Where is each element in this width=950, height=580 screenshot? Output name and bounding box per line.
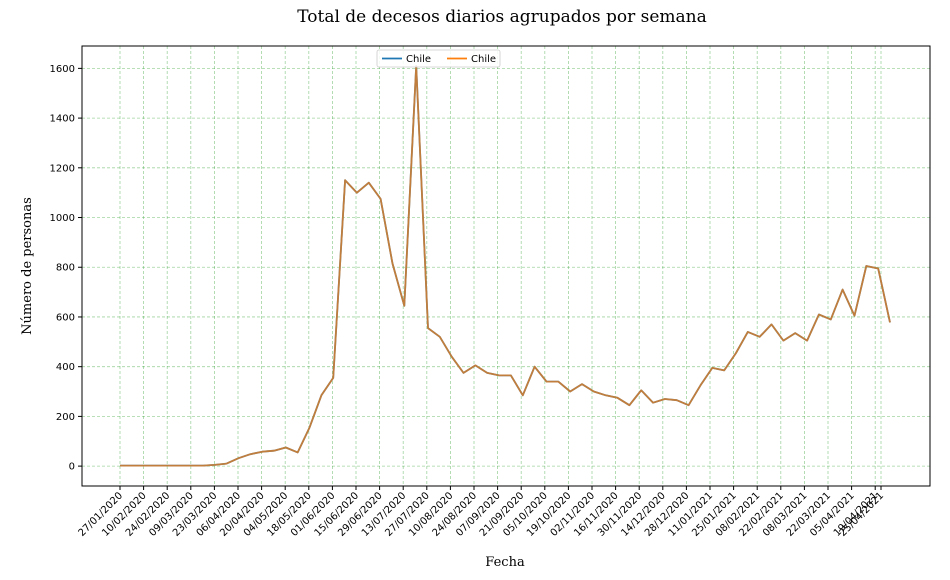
legend-label-0: Chile [406,54,431,65]
y-tick-label: 600 [56,312,75,323]
y-tick-label: 1400 [50,114,75,125]
y-tick-label: 1600 [50,64,75,75]
plot-frame [81,45,931,487]
x-axis-label: Fecha [485,555,525,570]
series-line-1 [120,65,891,467]
y-tick-label: 1200 [50,163,75,174]
y-tick-label: 800 [56,263,75,274]
y-tick-label: 0 [69,462,75,473]
grid [82,46,930,486]
y-tick-label: 200 [56,412,75,423]
series-line-0 [120,65,891,467]
chart-title: Total de decesos diarios agrupados por s… [297,7,707,27]
legend-label-1: Chile [471,54,496,65]
series-layer [120,65,891,467]
y-axis-label: Número de personas [20,197,35,335]
legend: Chile Chile [376,49,501,68]
y-tick-label: 400 [56,362,75,373]
legend-box [376,49,501,68]
y-tick-label: 1000 [50,213,75,224]
y-axis: 0 200 400 600 800 1000 1200 1400 1600 [50,64,82,473]
x-axis: 27/01/202010/02/202024/02/202009/03/2020… [77,486,886,539]
